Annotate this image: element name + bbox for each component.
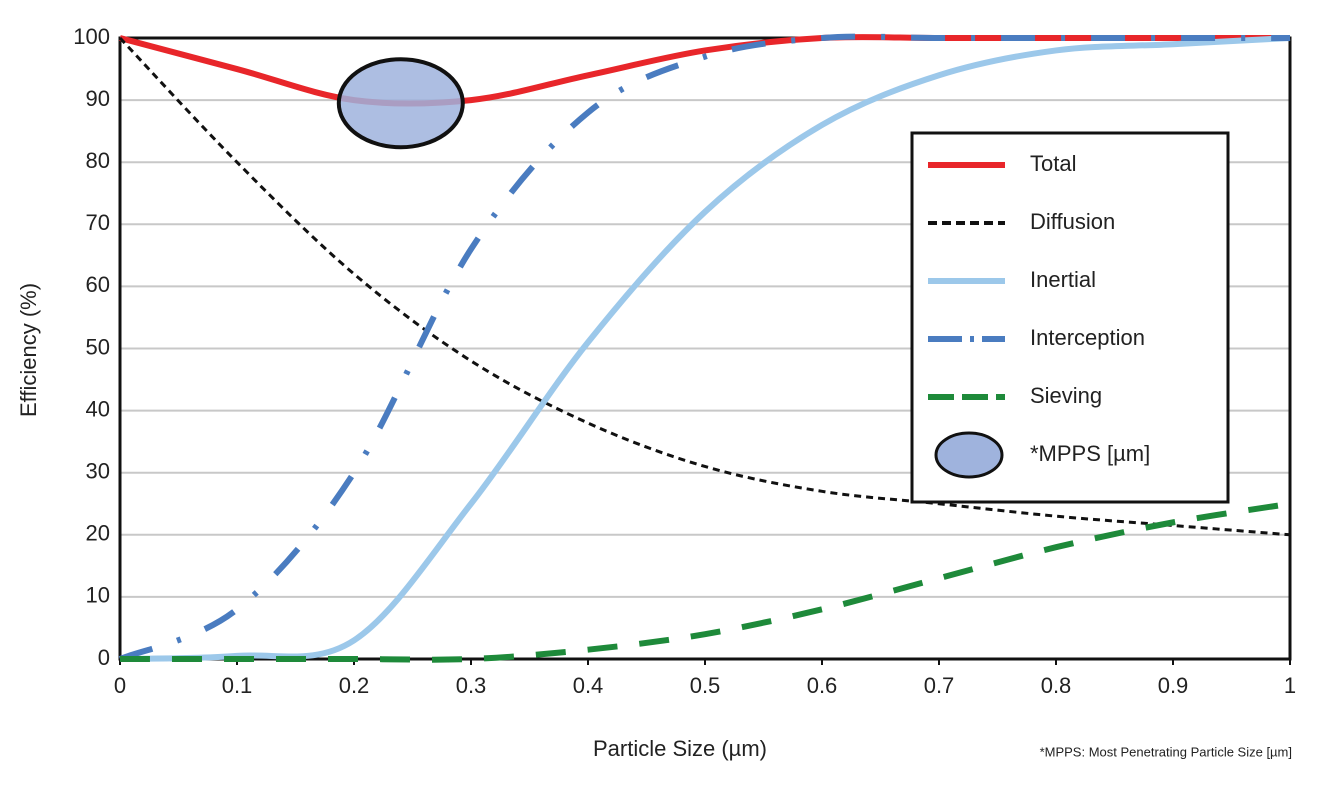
y-tick-label: 60 (86, 272, 110, 297)
series-line (118, 33, 1290, 662)
x-axis-label: Particle Size (µm) (593, 736, 767, 761)
legend-swatch (934, 431, 1004, 479)
y-axis-label: Efficiency (%) (16, 283, 41, 417)
x-tick-label: 0.3 (456, 673, 487, 698)
legend-label: Interception (1030, 325, 1145, 350)
x-tick-label: 0.7 (924, 673, 955, 698)
x-tick-label: 0 (114, 673, 126, 698)
y-tick-label: 100 (73, 24, 110, 49)
legend-label: Total (1030, 151, 1076, 176)
footnote: *MPPS: Most Penetrating Particle Size [µ… (1040, 744, 1292, 759)
y-tick-label: 20 (86, 521, 110, 546)
y-tick-label: 70 (86, 210, 110, 235)
legend-label: Sieving (1030, 383, 1102, 408)
y-tick-label: 40 (86, 396, 110, 421)
y-tick-label: 0 (98, 645, 110, 670)
legend-label: Inertial (1030, 267, 1096, 292)
x-tick-label: 0.1 (222, 673, 253, 698)
x-tick-label: 0.9 (1158, 673, 1189, 698)
x-tick-label: 0.4 (573, 673, 604, 698)
x-tick-label: 0.2 (339, 673, 370, 698)
x-tick-label: 0.6 (807, 673, 838, 698)
series-line (118, 36, 1291, 537)
x-tick-label: 1 (1284, 673, 1296, 698)
y-tick-label: 80 (86, 148, 110, 173)
y-tick-label: 50 (86, 334, 110, 359)
x-tick-label: 0.5 (690, 673, 721, 698)
plot-frame (118, 36, 1292, 661)
series-line (119, 34, 1290, 107)
y-tick-label: 90 (86, 86, 110, 111)
series-line (119, 35, 1291, 662)
series-line (119, 500, 1291, 663)
legend-label: *MPPS [µm] (1030, 441, 1150, 466)
mpps-marker (336, 57, 465, 150)
y-tick-label: 30 (86, 459, 110, 484)
x-tick-label: 0.8 (1041, 673, 1072, 698)
legend-label: Diffusion (1030, 209, 1115, 234)
y-tick-label: 10 (86, 583, 110, 608)
